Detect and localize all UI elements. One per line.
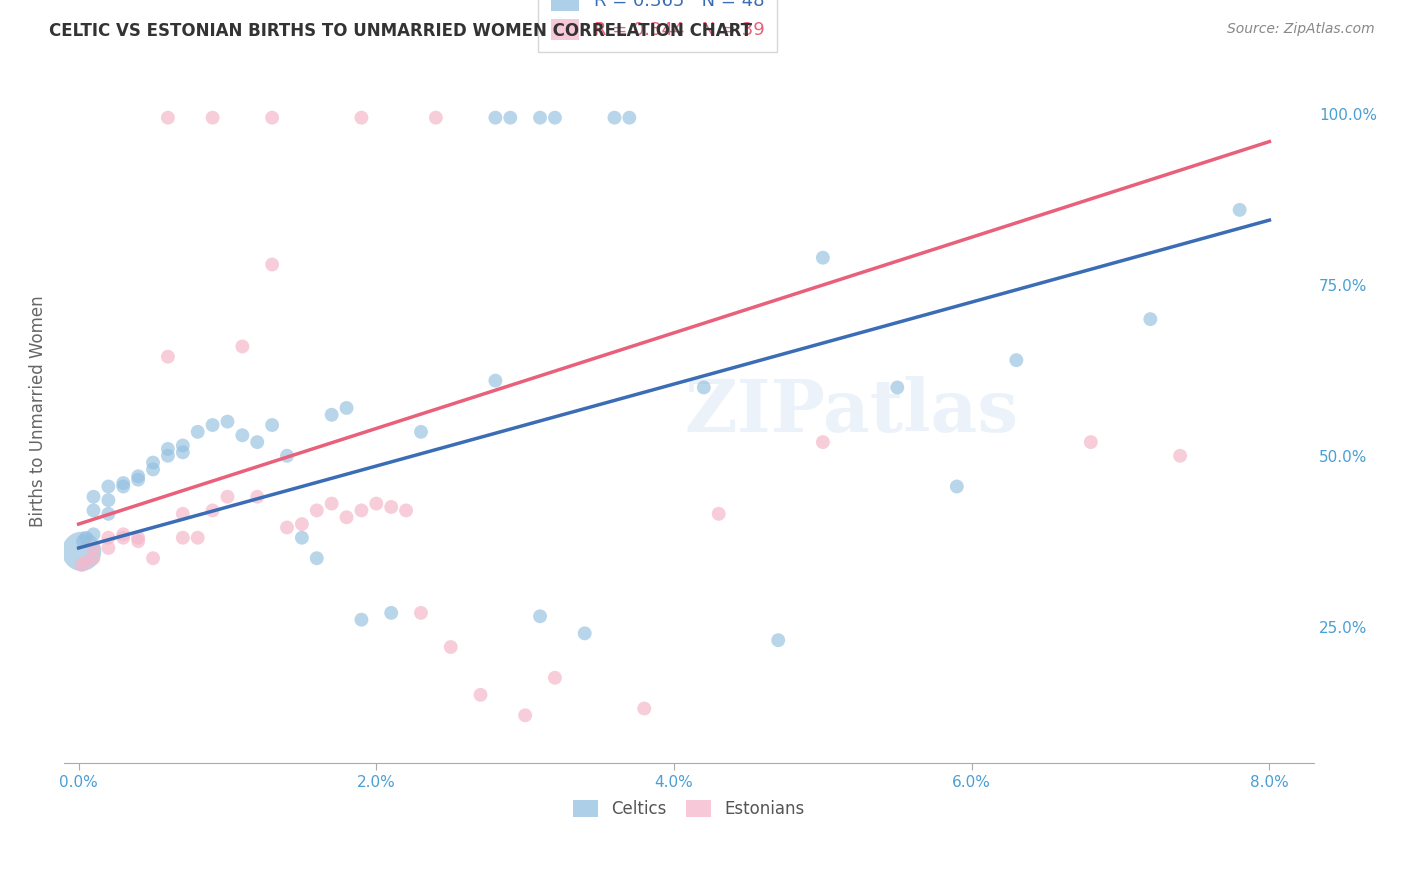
Point [529,609,551,624]
Point [321,497,343,511]
Point [366,497,388,511]
Point [231,339,253,353]
Point [187,531,209,545]
Point [335,510,357,524]
Y-axis label: Births to Unmarried Women: Births to Unmarried Women [30,295,46,527]
Point [97,479,120,493]
Point [142,456,165,470]
Point [172,531,194,545]
Point [156,350,179,364]
Point [499,111,522,125]
Point [70,544,93,558]
Point [409,425,432,439]
Point [156,449,179,463]
Point [619,111,641,125]
Point [1168,449,1191,463]
Point [82,503,104,517]
Point [440,640,463,654]
Point [217,415,239,429]
Point [217,490,239,504]
Point [291,517,314,532]
Point [82,527,104,541]
Text: Source: ZipAtlas.com: Source: ZipAtlas.com [1227,22,1375,37]
Point [305,551,328,566]
Point [305,503,328,517]
Point [97,541,120,555]
Point [946,479,969,493]
Point [470,688,492,702]
Point [172,445,194,459]
Point [1139,312,1161,326]
Point [127,473,149,487]
Point [1229,202,1251,217]
Point [350,111,373,125]
Point [82,541,104,555]
Point [321,408,343,422]
Point [425,111,447,125]
Point [380,606,402,620]
Point [142,462,165,476]
Point [262,258,284,272]
Point [187,425,209,439]
Point [633,701,655,715]
Point [484,374,506,388]
Point [127,531,149,545]
Point [112,527,135,541]
Point [1005,353,1028,368]
Point [75,555,97,569]
Point [276,520,298,534]
Point [172,438,194,452]
Point [380,500,402,514]
Point [112,476,135,491]
Point [766,633,789,648]
Point [811,251,834,265]
Point [544,111,567,125]
Point [574,626,596,640]
Point [82,490,104,504]
Point [276,449,298,463]
Point [201,417,224,432]
Point [112,479,135,493]
Point [97,531,120,545]
Point [97,507,120,521]
Point [886,380,908,394]
Point [156,442,179,456]
Point [156,111,179,125]
Point [112,531,135,545]
Point [693,380,716,394]
Point [231,428,253,442]
Point [350,613,373,627]
Point [262,111,284,125]
Point [335,401,357,415]
Point [291,531,314,545]
Point [409,606,432,620]
Point [350,503,373,517]
Point [1080,435,1102,450]
Point [201,503,224,517]
Point [97,493,120,508]
Point [515,708,537,723]
Point [395,503,418,517]
Point [127,469,149,483]
Point [75,531,97,545]
Point [529,111,551,125]
Point [544,671,567,685]
Point [246,490,269,504]
Text: CELTIC VS ESTONIAN BIRTHS TO UNMARRIED WOMEN CORRELATION CHART: CELTIC VS ESTONIAN BIRTHS TO UNMARRIED W… [49,22,752,40]
Point [142,551,165,566]
Point [72,534,94,549]
Point [246,435,269,450]
Point [484,111,506,125]
Legend: Celtics, Estonians: Celtics, Estonians [567,794,811,825]
Point [603,111,626,125]
Point [172,507,194,521]
Point [707,507,730,521]
Text: ZIPatlas: ZIPatlas [685,376,1018,447]
Point [262,417,284,432]
Point [201,111,224,125]
Point [70,558,93,572]
Point [127,534,149,549]
Point [82,551,104,566]
Point [811,435,834,450]
